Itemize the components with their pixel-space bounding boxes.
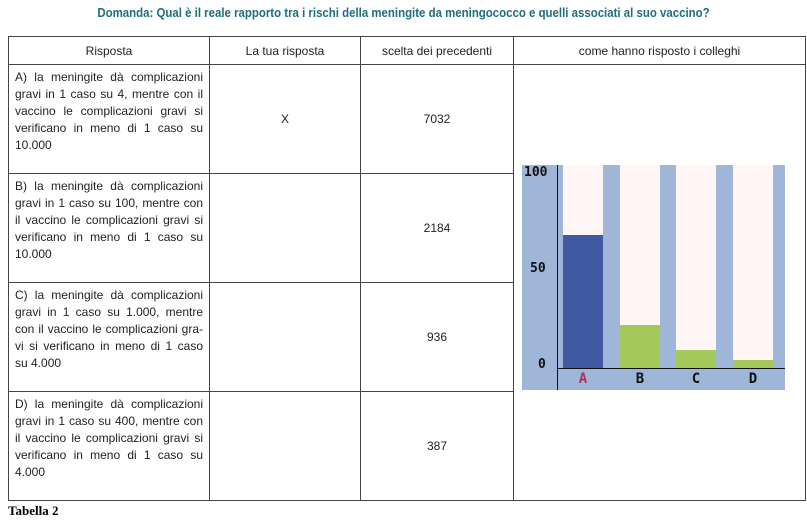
bar-B: [620, 325, 660, 368]
table-row: C) la meningite dà complicazioni gravi i…: [8, 282, 806, 392]
y-tick-0: 0: [538, 357, 546, 372]
bar-C: [676, 350, 716, 368]
answer-text: A) la meningite dà complicazioni gravi i…: [8, 64, 210, 174]
answers-table: Risposta La tua risposta scelta dei prec…: [8, 36, 806, 501]
table-row: D) la meningite dà complicazioni gravi i…: [8, 391, 806, 501]
header-risposta: Risposta: [8, 36, 210, 65]
previous-count: 2184: [360, 173, 514, 283]
header-colleghi: come hanno risposto i colleghi: [513, 36, 806, 65]
y-tick-50: 50: [530, 261, 546, 276]
bar-A: [563, 235, 603, 368]
your-answer: [209, 173, 361, 283]
question-title: Domanda: Qual è il reale rapporto tra i …: [97, 5, 710, 20]
table-row: A) la meningite dà complicazioni gravi i…: [8, 64, 806, 501]
bar-track-D: [733, 165, 773, 368]
bar-track-C: [676, 165, 716, 368]
x-label-B: B: [635, 371, 645, 387]
colleagues-bar-chart: 100 50 0 A B C D: [522, 165, 785, 390]
header-tua-risposta: La tua risposta: [209, 36, 361, 65]
previous-count: 936: [360, 282, 514, 392]
your-answer: [209, 282, 361, 392]
y-tick-100: 100: [524, 165, 548, 180]
x-label-A: A: [578, 371, 588, 387]
answer-text: B) la meningite dà complicazioni gravi i…: [8, 173, 210, 283]
y-axis: [557, 165, 558, 390]
table-row: B) la meningite dà complicazioni gravi i…: [8, 173, 806, 283]
x-axis: [557, 368, 785, 369]
answer-text: C) la meningite dà complicazioni gravi i…: [8, 282, 210, 392]
table-caption: Tabella 2: [8, 503, 59, 518]
previous-count: 387: [360, 391, 514, 501]
your-answer: X: [209, 64, 361, 174]
header-precedenti: scelta dei precedenti: [360, 36, 514, 65]
bar-D: [733, 360, 773, 368]
previous-count: 7032: [360, 64, 514, 174]
x-label-D: D: [748, 371, 758, 387]
answer-text: D) la meningite dà complicazioni gravi i…: [8, 391, 210, 501]
your-answer: [209, 391, 361, 501]
x-label-C: C: [691, 371, 701, 387]
